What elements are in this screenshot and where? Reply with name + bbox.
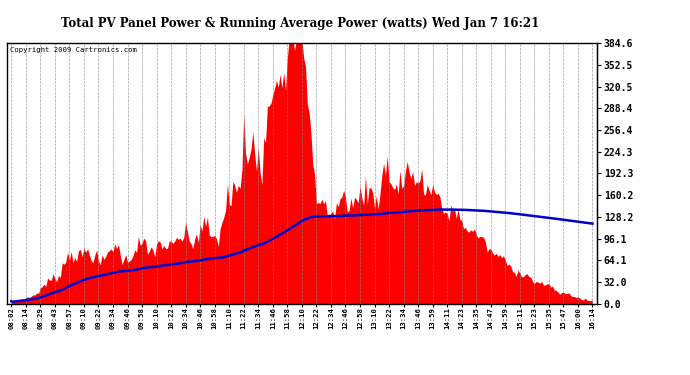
Text: Copyright 2009 Cartronics.com: Copyright 2009 Cartronics.com (10, 47, 137, 53)
Text: Total PV Panel Power & Running Average Power (watts) Wed Jan 7 16:21: Total PV Panel Power & Running Average P… (61, 17, 540, 30)
